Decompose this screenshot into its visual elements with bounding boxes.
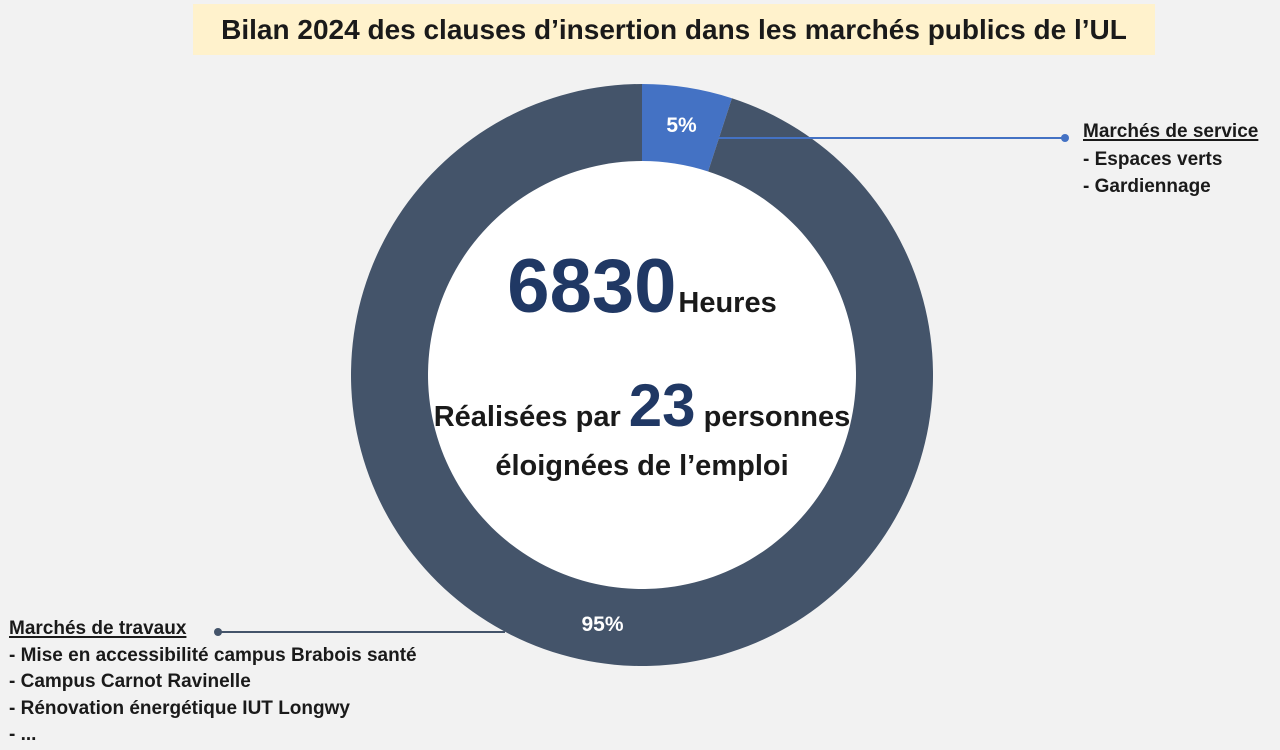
- donut-segment-service: [642, 84, 732, 172]
- people-suffix: personnes: [703, 401, 851, 433]
- donut-hole: [428, 161, 856, 589]
- people-summary: Réalisées par 23 personnes: [342, 376, 942, 436]
- hours-unit: Heures: [678, 287, 777, 319]
- title-banner: Bilan 2024 des clauses d’insertion dans …: [193, 4, 1155, 55]
- leader-dot-service: [1061, 134, 1069, 142]
- people-summary-line2: éloignées de l’emploi: [495, 450, 789, 482]
- people-prefix: Réalisées par: [433, 401, 621, 433]
- hours-summary: 6830Heures: [342, 249, 942, 325]
- callout-item: - Mise en accessibilité campus Brabois s…: [9, 644, 417, 666]
- people-value: 23: [628, 372, 696, 439]
- callout-heading-travaux: Marchés de travaux: [9, 618, 187, 639]
- callout-item: - Espaces verts: [1083, 148, 1223, 170]
- page-title: Bilan 2024 des clauses d’insertion dans …: [221, 14, 1127, 45]
- callout-item: - Campus Carnot Ravinelle: [9, 671, 251, 693]
- callout-service: Marchés de service - Espaces verts - Gar…: [1083, 118, 1273, 201]
- data-label-service: 5%: [666, 114, 697, 137]
- leader-dot-travaux: [214, 628, 222, 636]
- callout-item: - ...: [9, 724, 37, 746]
- callout-item: - Gardiennage: [1083, 176, 1211, 197]
- callout-travaux: Marchés de travaux - Mise en accessibili…: [9, 616, 489, 749]
- callout-heading-service: Marchés de service: [1083, 121, 1259, 142]
- hours-value: 6830: [507, 244, 677, 329]
- data-label-travaux: 95%: [581, 613, 623, 636]
- callout-item: - Rénovation énergétique IUT Longwy: [9, 697, 350, 719]
